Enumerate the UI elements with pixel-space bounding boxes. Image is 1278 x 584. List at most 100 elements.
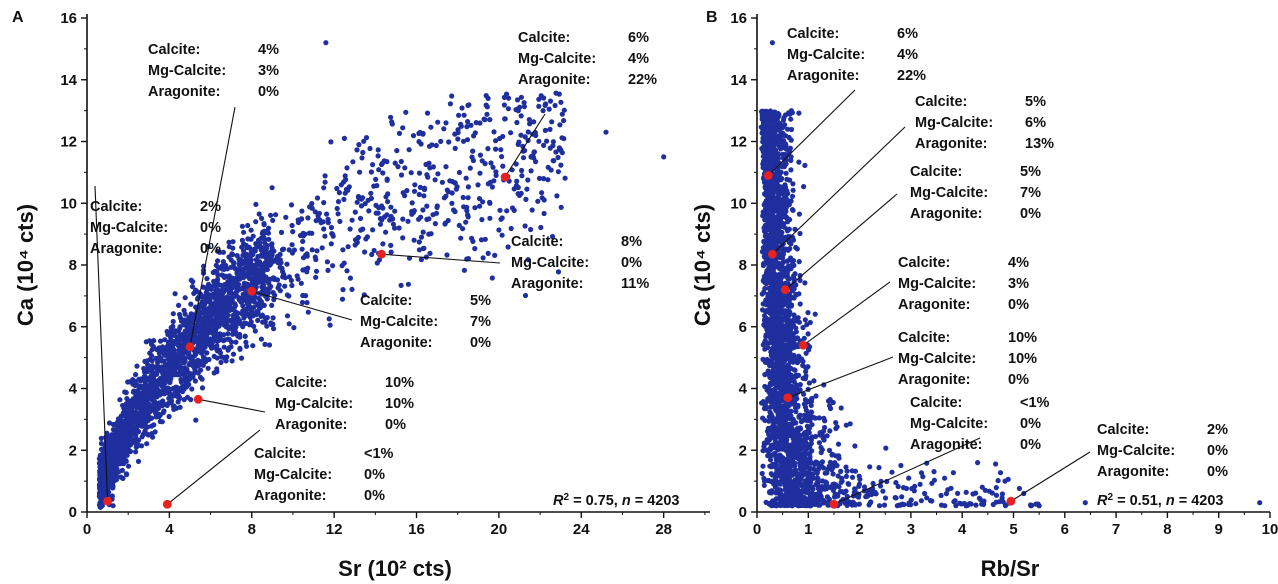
scatter-point <box>200 284 206 290</box>
scatter-point <box>802 280 808 286</box>
x-tick-label: 1 <box>804 521 812 538</box>
scatter-point <box>266 236 272 242</box>
scatter-point <box>188 325 194 331</box>
annotation-leader-line <box>94 185 109 502</box>
n-value: = 4203 <box>631 493 680 509</box>
scatter-point <box>248 227 254 233</box>
scatter-point <box>154 365 160 371</box>
scatter-point <box>835 453 841 459</box>
x-tick-label: 4 <box>165 521 174 538</box>
scatter-point <box>801 184 807 190</box>
scatter-point <box>147 350 153 356</box>
scatter-point <box>782 122 788 128</box>
scatter-point <box>492 252 498 258</box>
scatter-point <box>785 276 791 282</box>
mg-calcite-label: Mg-Calcite: <box>360 314 438 330</box>
scatter-point <box>463 219 469 225</box>
scatter-point <box>473 120 479 126</box>
scatter-point <box>342 190 348 196</box>
scatter-point <box>477 152 483 158</box>
scatter-point <box>304 253 310 259</box>
scatter-point <box>324 259 330 265</box>
scatter-point <box>465 195 471 201</box>
scatter-point <box>503 91 510 97</box>
scatter-point <box>197 374 204 381</box>
scatter-point <box>426 160 432 166</box>
scatter-point <box>240 303 246 309</box>
scatter-point <box>304 269 310 275</box>
scatter-point <box>221 322 227 328</box>
scatter-point <box>374 260 380 266</box>
scatter-point <box>289 222 295 229</box>
scatter-point <box>452 145 458 151</box>
scatter-point <box>133 393 139 399</box>
aragonite-value: 0% <box>364 488 385 504</box>
aragonite-label: Aragonite: <box>511 276 584 292</box>
scatter-point <box>295 219 301 226</box>
scatter-point <box>142 358 148 364</box>
scatter-point <box>100 470 107 477</box>
y-axis-label: Ca (10⁴ cts) <box>690 204 715 326</box>
scatter-point <box>133 440 139 446</box>
y-tick-label: 6 <box>69 319 77 336</box>
scatter-point <box>189 356 195 362</box>
y-tick-label: 0 <box>739 504 747 521</box>
scatter-point <box>509 205 516 211</box>
aragonite-value: 22% <box>628 72 657 88</box>
scatter-point <box>222 337 228 343</box>
scatter-point <box>759 470 765 477</box>
scatter-point <box>531 149 537 155</box>
scatter-point <box>526 117 532 123</box>
scatter-point <box>368 195 374 201</box>
scatter-point <box>798 419 805 425</box>
scatter-point <box>177 346 183 352</box>
r2-superscript: 2 <box>563 492 569 503</box>
scatter-point <box>215 258 221 264</box>
scatter-point <box>129 415 135 421</box>
scatter-point <box>349 286 355 292</box>
scatter-point <box>98 435 104 441</box>
scatter-point <box>190 374 196 380</box>
x-axis-label: Rb/Sr <box>981 556 1040 581</box>
scatter-point <box>778 276 784 282</box>
scatter-point <box>394 148 400 154</box>
x-axis-label: Sr (10² cts) <box>338 556 452 581</box>
scatter-point <box>312 209 318 215</box>
scatter-point <box>767 374 773 380</box>
scatter-point <box>235 271 241 277</box>
scatter-point <box>101 487 107 493</box>
scatter-point <box>784 219 791 225</box>
mg-calcite-value: 4% <box>628 51 649 67</box>
scatter-point <box>221 332 227 338</box>
scatter-point <box>788 372 795 378</box>
scatter-point <box>184 394 191 400</box>
scatter-point <box>209 345 215 351</box>
scatter-point <box>235 315 241 321</box>
scatter-point <box>521 100 527 106</box>
annotation-leader-line <box>166 429 261 505</box>
scatter-point <box>199 385 206 391</box>
scatter-point <box>520 155 527 161</box>
scatter-point <box>550 143 556 149</box>
scatter-point <box>214 348 220 354</box>
scatter-point <box>816 415 822 421</box>
scatter-point <box>171 406 177 412</box>
scatter-point <box>360 226 366 232</box>
aragonite-label: Aragonite: <box>148 84 221 100</box>
scatter-point <box>789 193 796 199</box>
scatter-point <box>375 153 381 159</box>
scatter-point <box>115 460 121 466</box>
scatter-point <box>180 370 186 376</box>
scatter-point <box>461 112 467 118</box>
scatter-point <box>514 119 520 126</box>
annotation-leader-line <box>198 398 266 413</box>
scatter-point <box>192 350 198 356</box>
scatter-point <box>514 178 520 184</box>
scatter-point <box>257 300 263 306</box>
scatter-point <box>215 276 221 282</box>
scatter-point <box>476 196 483 202</box>
scatter-point <box>505 106 511 112</box>
scatter-point <box>562 175 568 181</box>
x-tick-label: 28 <box>655 521 672 538</box>
